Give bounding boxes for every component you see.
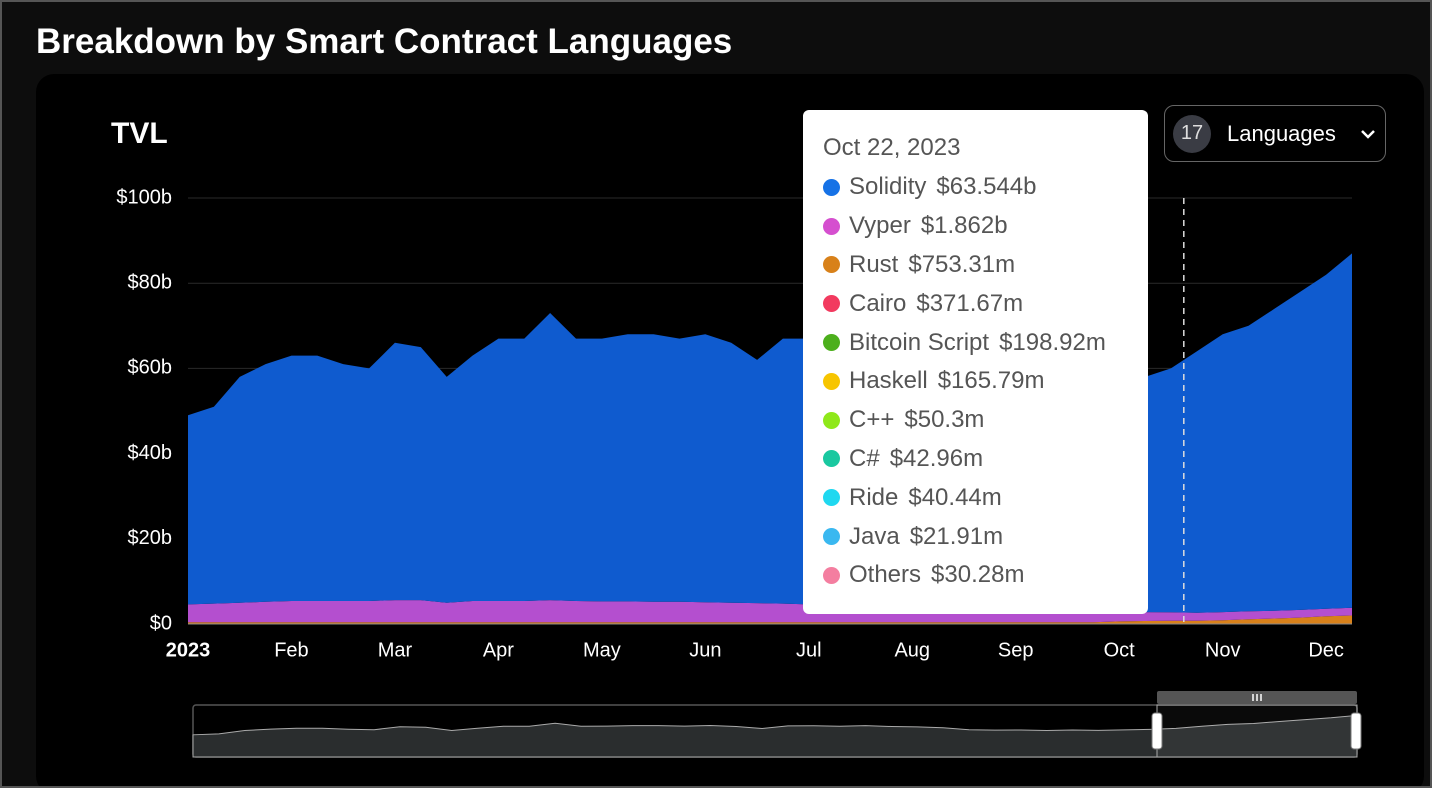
tooltip-name: Haskell — [849, 367, 928, 395]
area-solidity — [188, 253, 1352, 613]
tooltip-row: Bitcoin Script $198.92m — [823, 323, 1128, 362]
tooltip-row: Rust $753.31m — [823, 246, 1128, 285]
y-tick-label: $40b — [128, 442, 173, 464]
tooltip-value: $198.92m — [999, 328, 1106, 356]
tooltip-row: Vyper $1.862b — [823, 207, 1128, 246]
tooltip-row: Others $30.28m — [823, 556, 1128, 595]
x-tick-label: Jul — [796, 639, 822, 661]
tooltip-value: $371.67m — [916, 289, 1024, 317]
tooltip-value: $30.28m — [931, 561, 1025, 589]
brush-handle[interactable] — [1151, 712, 1163, 750]
brush-selection — [1156, 704, 1358, 758]
tooltip-name: C# — [849, 444, 880, 472]
tooltip-row: Java $21.91m — [823, 517, 1128, 556]
tooltip-dot — [823, 178, 840, 196]
tooltip-dot — [823, 528, 840, 546]
x-tick-label: May — [583, 639, 621, 661]
y-tick-label: $100b — [116, 186, 172, 208]
language-count: 17 — [1173, 114, 1211, 153]
y-axis-title: TVL — [111, 117, 168, 150]
language-picker[interactable]: 17 Languages — [1164, 105, 1386, 162]
tooltip-name: C++ — [849, 406, 895, 434]
x-tick-label: Sep — [998, 639, 1034, 661]
y-tick-label: $20b — [128, 527, 173, 549]
tooltip-name: Bitcoin Script — [849, 328, 990, 356]
tooltip-row: Haskell $165.79m — [823, 362, 1128, 401]
tooltip-name: Vyper — [849, 212, 911, 240]
y-tick-label: $0 — [150, 612, 172, 634]
x-tick-label: Jun — [689, 639, 721, 661]
tooltip-name: Ride — [849, 483, 899, 511]
tooltip-value: $50.3m — [904, 406, 985, 434]
tooltip-dot — [823, 566, 840, 584]
tooltip-dot — [823, 372, 840, 390]
tooltip-name: Java — [849, 522, 900, 550]
x-tick-label: Mar — [378, 639, 413, 661]
area-vyper — [188, 600, 1352, 623]
chevron — [1361, 129, 1375, 139]
tooltip-name: Solidity — [849, 173, 927, 201]
tooltip-date: Oct 22, 2023 — [823, 134, 961, 161]
x-tick-label: Apr — [483, 639, 514, 661]
tooltip-value: $165.79m — [937, 367, 1045, 395]
overview-area — [192, 714, 1358, 758]
tooltip-dot — [823, 256, 840, 274]
page-title: Breakdown by Smart Contract Languages — [36, 22, 733, 61]
tooltip-value: $753.31m — [908, 250, 1016, 278]
x-tick-label: Aug — [894, 639, 930, 661]
x-tick-label: Nov — [1205, 639, 1241, 661]
x-tick-label: Feb — [274, 639, 308, 661]
x-tick-label: Oct — [1104, 639, 1136, 661]
tooltip-row: Solidity $63.544b — [823, 168, 1128, 207]
tooltip-row: Cairo $371.67m — [823, 284, 1128, 323]
tooltip-dot — [823, 334, 840, 352]
tooltip-value: $63.544b — [936, 173, 1037, 201]
tooltip-value: $1.862b — [920, 212, 1008, 240]
tooltip-value: $40.44m — [908, 483, 1002, 511]
tooltip-row: Ride $40.44m — [823, 478, 1128, 517]
y-tick-label: $80b — [128, 271, 173, 293]
tooltip-value: $21.91m — [909, 522, 1004, 550]
x-tick-label: 2023 — [166, 639, 211, 661]
tooltip-value: $42.96m — [889, 444, 984, 472]
tooltip-dot — [823, 411, 840, 429]
language-label: Languages — [1227, 120, 1336, 146]
tooltip-name: Others — [849, 561, 922, 589]
tooltip-dot — [823, 450, 840, 468]
tooltip-name: Cairo — [849, 289, 907, 317]
tooltip-dot — [823, 489, 840, 507]
y-tick-label: $60b — [128, 357, 173, 379]
x-tick-label: Dec — [1308, 639, 1344, 661]
tooltip: Oct 22, 2023 Solidity $63.544b Vyper $1.862… — [803, 110, 1148, 614]
tooltip-row: C# $42.96m — [823, 440, 1128, 479]
tooltip-dot — [823, 295, 840, 313]
tooltip-name: Rust — [849, 250, 899, 278]
tooltip-dot — [823, 217, 840, 235]
tooltip-row: C++ $50.3m — [823, 401, 1128, 440]
brush-handle[interactable] — [1350, 712, 1362, 750]
